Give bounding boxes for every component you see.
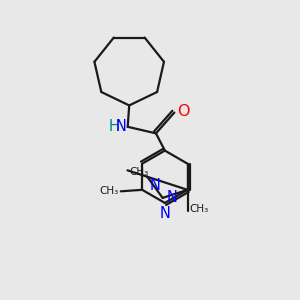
Text: N: N xyxy=(166,190,177,206)
Text: CH₃: CH₃ xyxy=(100,186,119,196)
Text: CH₃: CH₃ xyxy=(130,167,149,177)
Text: H: H xyxy=(109,119,119,134)
Text: O: O xyxy=(177,103,189,118)
Text: N: N xyxy=(115,119,126,134)
Text: N: N xyxy=(159,206,170,221)
Text: CH₃: CH₃ xyxy=(190,204,209,214)
Text: N: N xyxy=(150,178,160,193)
